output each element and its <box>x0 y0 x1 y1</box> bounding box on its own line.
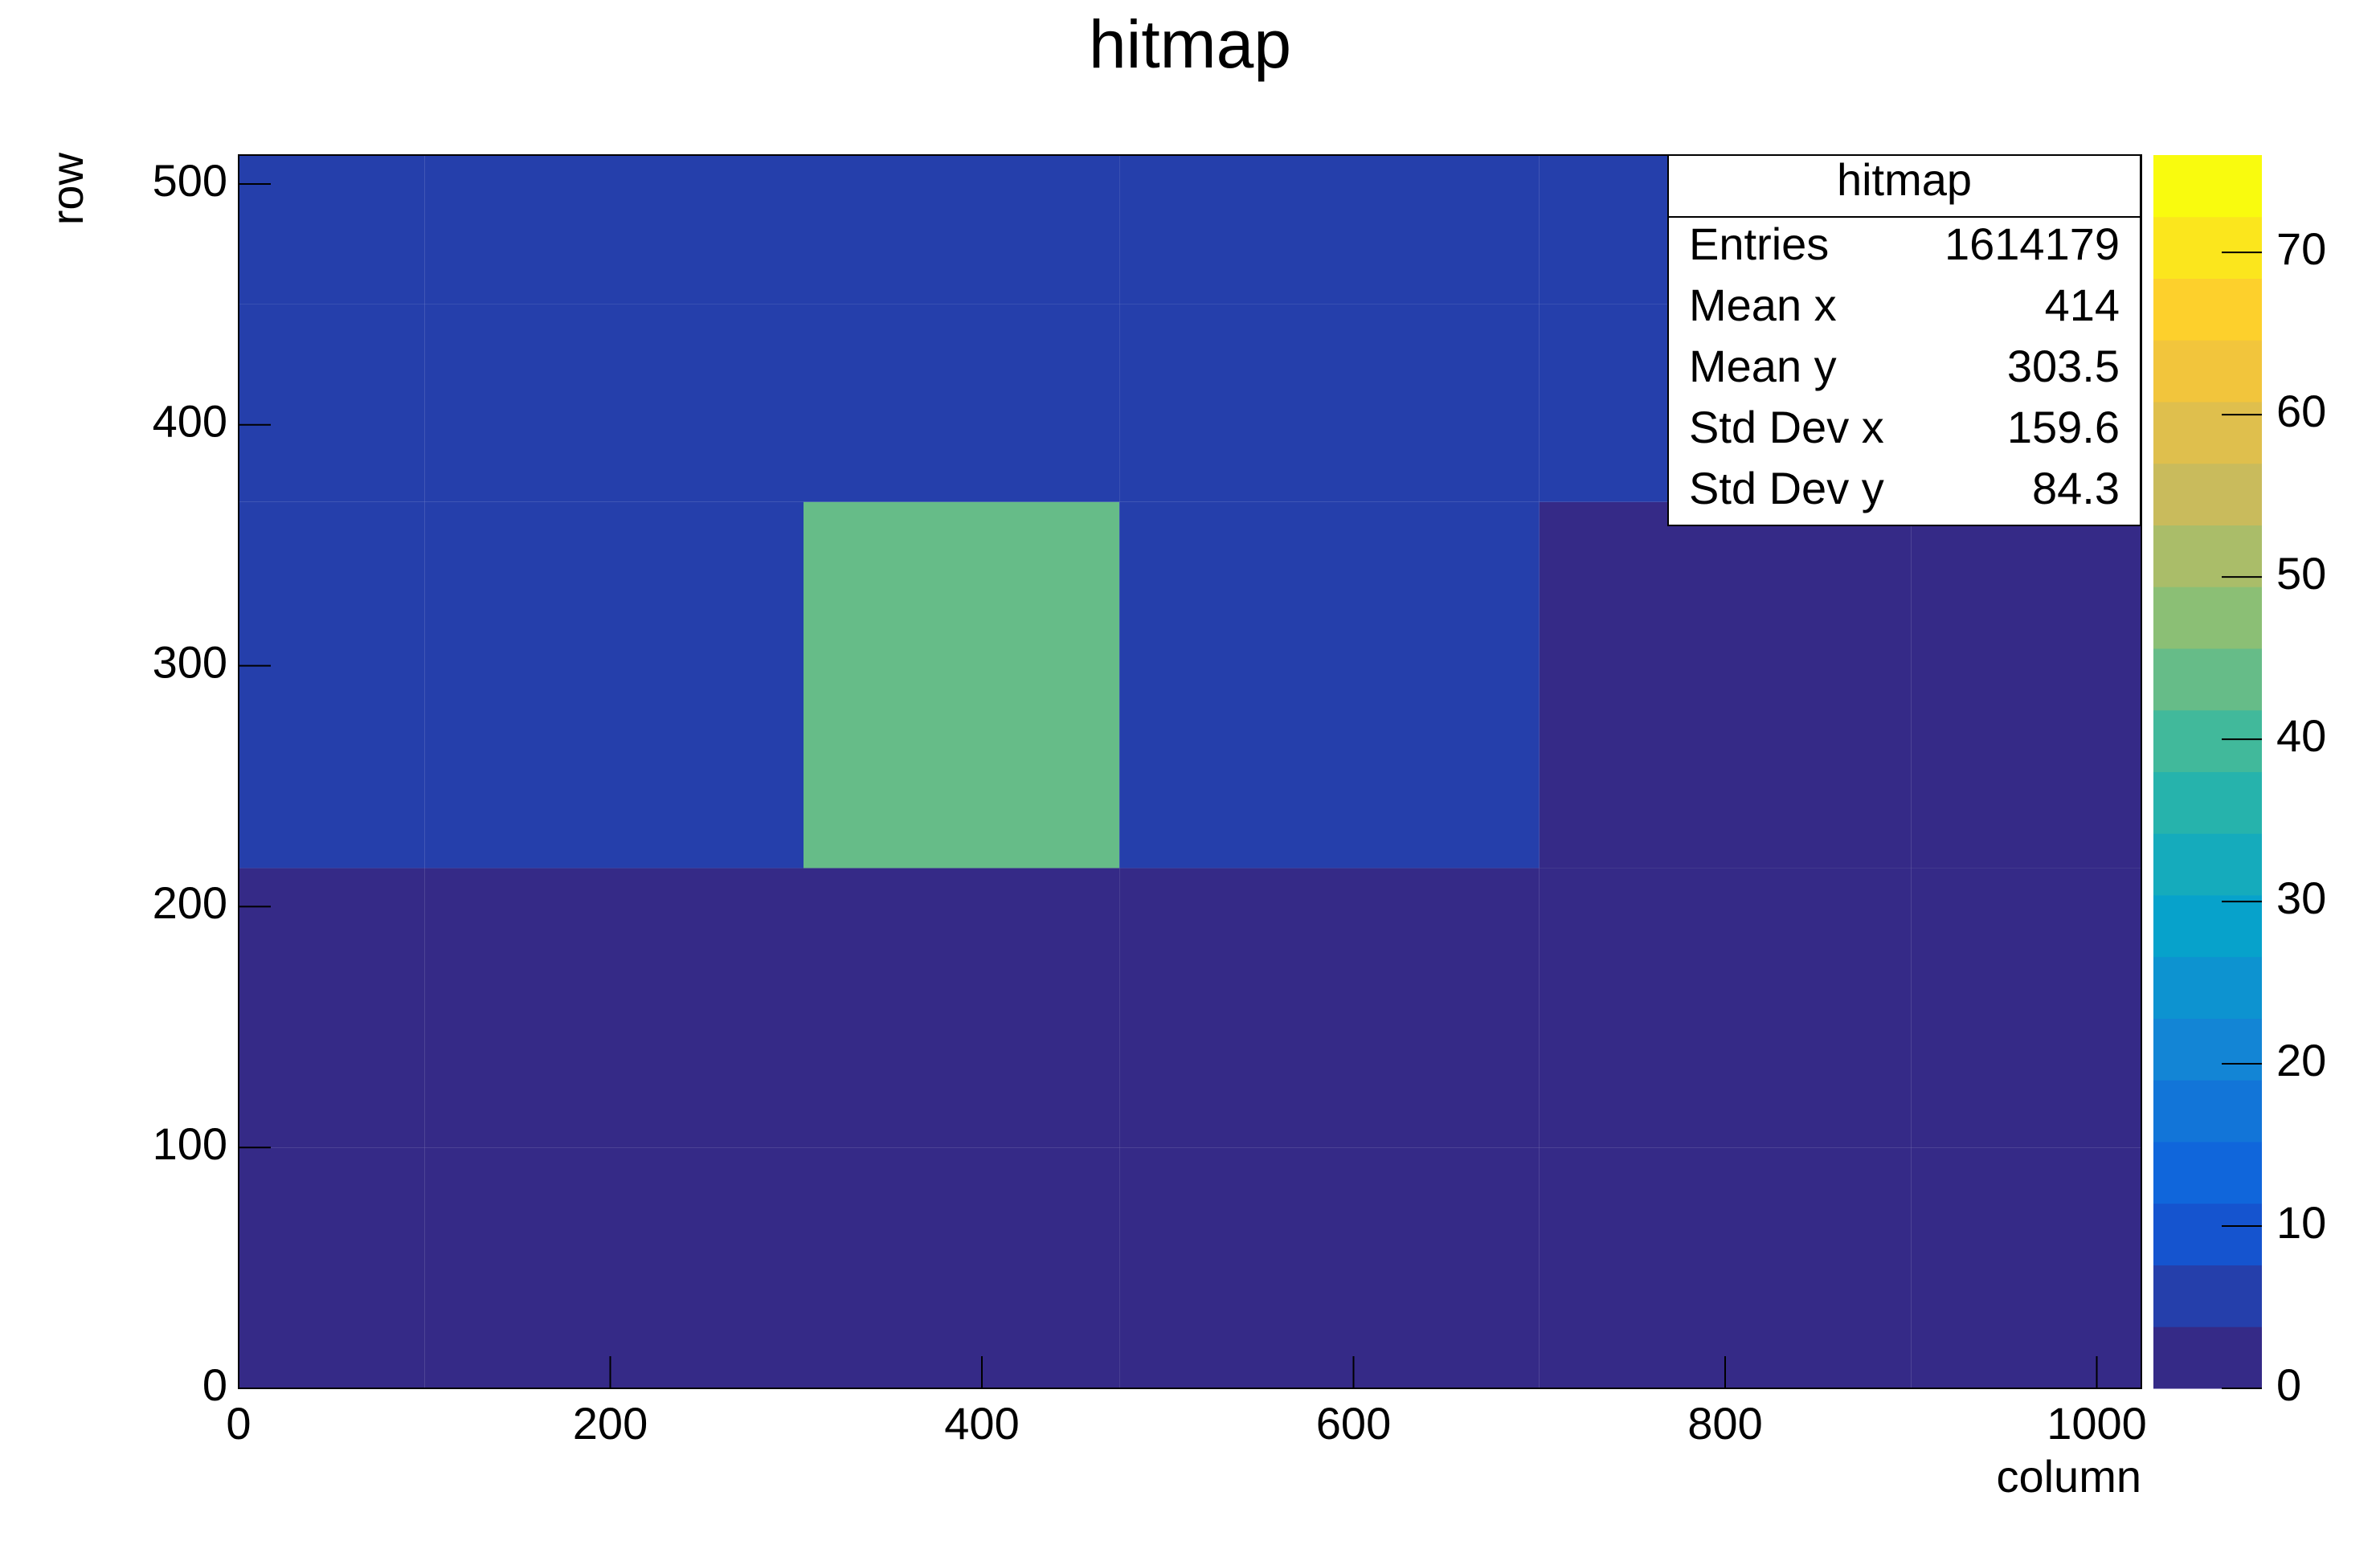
stats-value: 159.6 <box>2007 402 2120 452</box>
z-tick-label: 20 <box>2276 1035 2326 1085</box>
chart-title: hitmap <box>1089 6 1291 82</box>
heat-cell <box>424 304 611 502</box>
z-tick-label: 70 <box>2276 223 2326 274</box>
heat-cell <box>1353 1147 1540 1388</box>
heat-cell <box>610 1147 804 1388</box>
heat-cell <box>1725 868 1912 1148</box>
color-band <box>2153 463 2262 525</box>
color-band <box>2153 278 2262 341</box>
y-tick-label: 300 <box>153 636 227 687</box>
heat-cell <box>1119 868 1354 1148</box>
z-tick-label: 30 <box>2276 873 2326 923</box>
heat-cell <box>1353 155 1540 305</box>
z-tick-label: 50 <box>2276 548 2326 599</box>
y-axis-title: row <box>42 152 92 225</box>
heat-cell <box>239 501 425 869</box>
heat-cell <box>1353 501 1540 869</box>
heat-cell <box>1911 501 2141 869</box>
heat-cell <box>1539 868 1725 1148</box>
color-band <box>2153 155 2262 218</box>
stats-label: Std Dev y <box>1689 463 1884 513</box>
color-band <box>2153 1203 2262 1265</box>
heat-cell <box>239 868 425 1148</box>
plot-frame <box>238 154 2142 1389</box>
heat-cell <box>610 501 804 869</box>
x-tick-label: 1000 <box>2047 1398 2147 1449</box>
stats-value: 84.3 <box>2032 463 2120 513</box>
x-tick-label: 600 <box>1316 1398 1391 1449</box>
heat-cell <box>1725 501 1912 869</box>
heat-cell <box>610 304 804 502</box>
color-band <box>2153 833 2262 896</box>
stats-title: hitmap <box>1837 154 1972 205</box>
heat-cell <box>1119 1147 1354 1388</box>
color-band <box>2153 895 2262 958</box>
heat-cell <box>804 1147 1120 1388</box>
stats-value: 414 <box>2045 280 2120 330</box>
stats-value: 1614179 <box>1944 219 2120 269</box>
x-axis-title: column <box>1996 1451 2141 1502</box>
heat-cell <box>804 501 1120 869</box>
heat-cell <box>1119 155 1354 305</box>
heat-cell <box>424 155 611 305</box>
z-tick-label: 40 <box>2276 710 2326 761</box>
color-band <box>2153 648 2262 711</box>
color-band <box>2153 402 2262 464</box>
heat-cell <box>804 304 1120 502</box>
heat-cell <box>1539 501 1725 869</box>
y-tick-label: 500 <box>153 155 227 206</box>
color-band <box>2153 587 2262 649</box>
heat-cell <box>424 501 611 869</box>
color-band <box>2153 1018 2262 1081</box>
z-tick-label: 10 <box>2276 1197 2326 1248</box>
heat-cell <box>610 155 804 305</box>
x-tick-label: 0 <box>226 1398 251 1449</box>
color-band <box>2153 709 2262 772</box>
y-tick-label: 200 <box>153 877 227 928</box>
color-band <box>2153 1142 2262 1204</box>
heat-cell <box>239 1147 425 1388</box>
heat-cell <box>610 868 804 1148</box>
z-tick-label: 0 <box>2276 1359 2301 1410</box>
heat-cell <box>239 155 425 305</box>
z-tick-label: 60 <box>2276 386 2326 436</box>
heat-cell <box>424 868 611 1148</box>
color-band <box>2153 1326 2262 1389</box>
color-band <box>2153 1265 2262 1327</box>
color-band <box>2153 771 2262 834</box>
color-band <box>2153 340 2262 403</box>
stats-value: 303.5 <box>2007 341 2120 391</box>
heat-cell <box>1119 501 1354 869</box>
heat-cell <box>804 155 1120 305</box>
x-tick-label: 200 <box>573 1398 648 1449</box>
y-tick-label: 0 <box>202 1359 227 1410</box>
heat-cell <box>1119 304 1354 502</box>
heat-cell <box>239 304 425 502</box>
heat-cell <box>1911 868 2141 1148</box>
heat-cell <box>1539 1147 1725 1388</box>
x-tick-label: 800 <box>1687 1398 1762 1449</box>
heat-cell <box>424 1147 611 1388</box>
heat-cell <box>1725 1147 1912 1388</box>
y-tick-label: 400 <box>153 396 227 447</box>
y-tick-label: 100 <box>153 1118 227 1169</box>
heat-cell <box>1353 304 1540 502</box>
color-band <box>2153 956 2262 1019</box>
stats-label: Std Dev x <box>1689 402 1884 452</box>
stats-label: Entries <box>1689 219 1829 269</box>
x-tick-label: 400 <box>944 1398 1019 1449</box>
heat-cell <box>804 868 1120 1148</box>
color-band <box>2153 525 2262 587</box>
stats-label: Mean y <box>1689 341 1837 391</box>
color-band <box>2153 1080 2262 1142</box>
stats-label: Mean x <box>1689 280 1837 330</box>
heat-cell <box>1911 1147 2141 1388</box>
color-band <box>2153 216 2262 279</box>
heat-cell <box>1353 868 1540 1148</box>
